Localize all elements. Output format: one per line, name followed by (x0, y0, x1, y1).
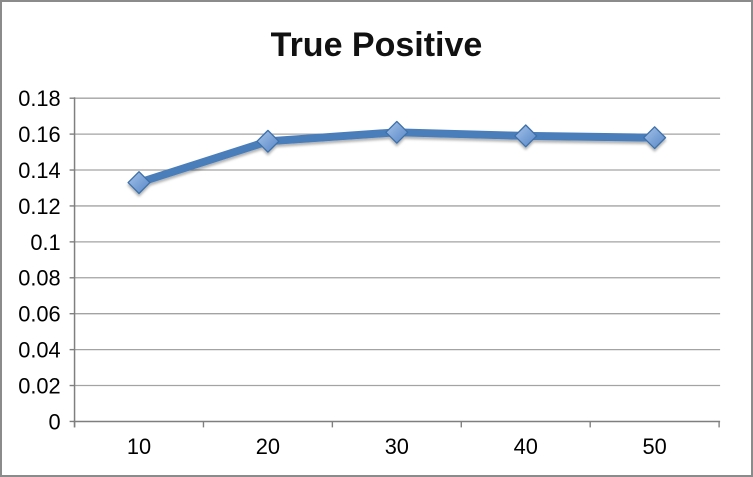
x-tick-label: 20 (256, 434, 280, 459)
y-tick-label: 0.12 (18, 194, 60, 219)
y-tick-label: 0.14 (18, 158, 60, 183)
y-tick-label: 0.18 (18, 86, 60, 111)
y-tick-label: 0 (49, 409, 61, 434)
x-tick-label: 10 (127, 434, 151, 459)
data-point-marker (643, 126, 667, 150)
series-group (127, 120, 667, 195)
chart-title: True Positive (270, 26, 483, 64)
y-tick-label: 0.04 (18, 338, 60, 363)
data-point-marker (256, 129, 280, 153)
y-tick-label: 0.16 (18, 122, 60, 147)
x-tick-label: 50 (643, 434, 667, 459)
y-tick-label: 0.1 (30, 230, 60, 255)
data-point-marker (127, 171, 151, 195)
data-point-marker (385, 120, 409, 144)
y-tick-label: 0.08 (18, 266, 60, 291)
y-tick-label: 0.06 (18, 302, 60, 327)
data-point-marker (514, 124, 538, 148)
y-tick-label: 0.02 (18, 373, 60, 398)
x-tick-label: 40 (514, 434, 538, 459)
x-tick-label: 30 (385, 434, 409, 459)
